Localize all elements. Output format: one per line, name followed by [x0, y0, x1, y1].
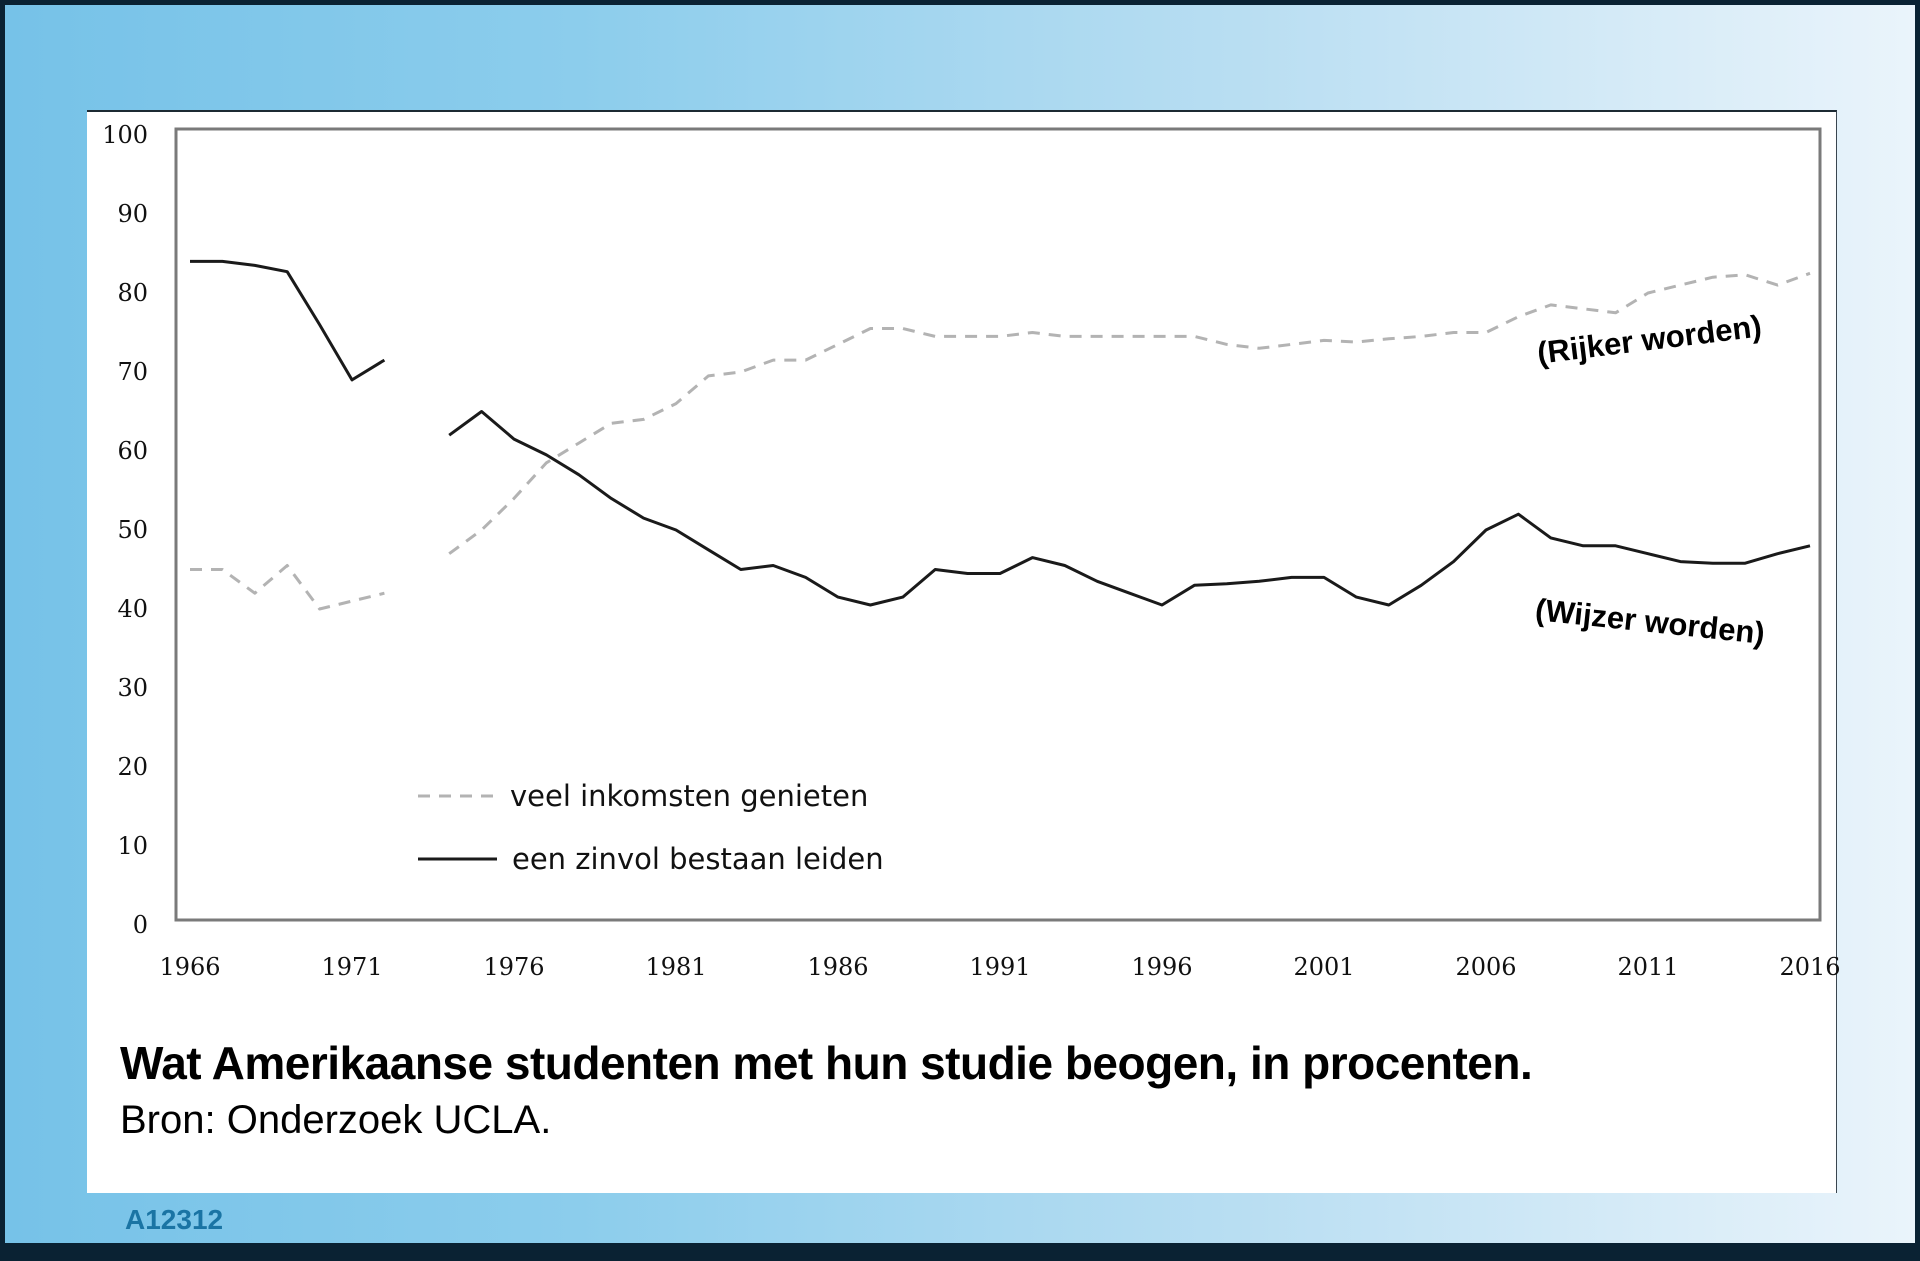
- y-tick-label: 30: [117, 674, 148, 702]
- legend-label-income: veel inkomsten genieten: [510, 779, 868, 813]
- y-tick-label: 20: [117, 753, 148, 781]
- x-tick-label: 1971: [321, 953, 382, 981]
- y-tick-label: 40: [117, 595, 148, 623]
- series-line-income: [190, 564, 385, 611]
- x-axis-tick-labels: 1966 1971 1976 1981 1986 1991 1996 2001 2006 2011…: [159, 953, 1840, 981]
- chart-caption-title: Wat Amerikaanse studenten met hun studie…: [120, 1037, 1533, 1089]
- y-tick-label: 100: [102, 121, 148, 149]
- y-tick-label: 70: [117, 358, 148, 386]
- y-tick-label: 80: [117, 279, 148, 307]
- annotation-rijker-worden: (Rijker worden): [1535, 308, 1763, 370]
- x-tick-label: 2001: [1293, 953, 1354, 981]
- x-tick-label: 1976: [483, 953, 544, 981]
- legend-label-meaningful-life: een zinvol bestaan leiden: [512, 842, 884, 876]
- annotation-wijzer-worden: (Wijzer worden): [1534, 592, 1767, 651]
- legend: veel inkomsten genieten een zinvol besta…: [418, 779, 884, 876]
- x-tick-label: 1991: [969, 953, 1030, 981]
- y-tick-label: 90: [117, 200, 148, 228]
- x-tick-label: 1966: [159, 953, 220, 981]
- y-tick-label: 0: [133, 911, 148, 939]
- x-tick-label: 2011: [1617, 953, 1678, 981]
- series-line-meaningful-life: [190, 259, 386, 382]
- y-tick-label: 60: [117, 437, 148, 465]
- series-line-meaningful-life: [448, 410, 1811, 607]
- y-tick-label: 10: [117, 832, 148, 860]
- x-tick-label: 2016: [1779, 953, 1840, 981]
- x-tick-label: 1986: [807, 953, 868, 981]
- x-tick-label: 2006: [1455, 953, 1516, 981]
- figure-panel: [87, 110, 1837, 1193]
- x-tick-label: 1981: [645, 953, 706, 981]
- chart-source: Bron: Onderzoek UCLA.: [120, 1098, 552, 1142]
- x-tick-label: 1996: [1131, 953, 1192, 981]
- item-code-label: A12312: [125, 1204, 224, 1235]
- series-layer: [190, 259, 1811, 611]
- series-line-income: [448, 271, 1811, 555]
- y-tick-label: 50: [117, 516, 148, 544]
- y-axis-tick-labels: 0 10 20 30 40 50 60 70 80 90 100: [102, 121, 148, 939]
- plot-area-box: [174, 127, 1822, 922]
